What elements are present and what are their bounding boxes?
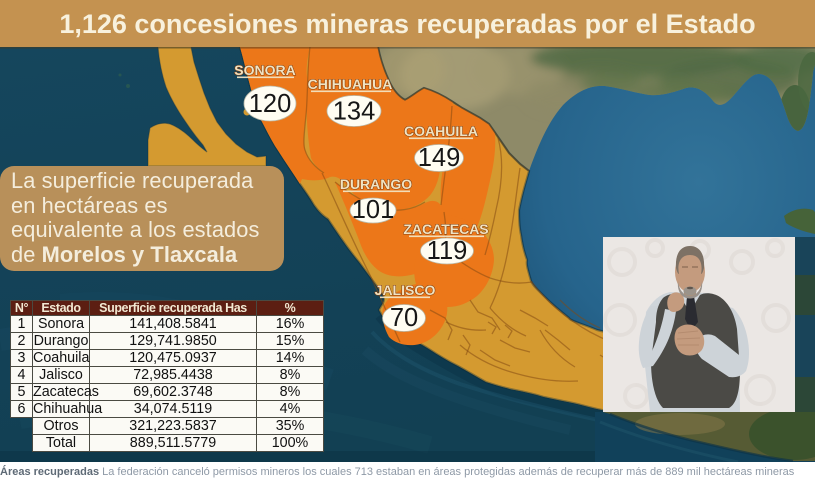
svg-text:JALISCO: JALISCO [375, 282, 436, 298]
svg-text:CHIHUAHUA: CHIHUAHUA [308, 76, 393, 92]
svg-text:70: 70 [390, 304, 418, 332]
svg-text:ZACATECAS: ZACATECAS [403, 221, 488, 237]
svg-text:COAHUILA: COAHUILA [404, 123, 478, 139]
svg-text:DURANGO: DURANGO [340, 176, 412, 192]
svg-text:149: 149 [418, 144, 461, 172]
svg-text:119: 119 [427, 237, 468, 265]
svg-text:101: 101 [352, 196, 395, 224]
svg-text:SONORA: SONORA [234, 62, 295, 78]
svg-text:134: 134 [333, 98, 376, 126]
svg-text:120: 120 [249, 90, 292, 118]
